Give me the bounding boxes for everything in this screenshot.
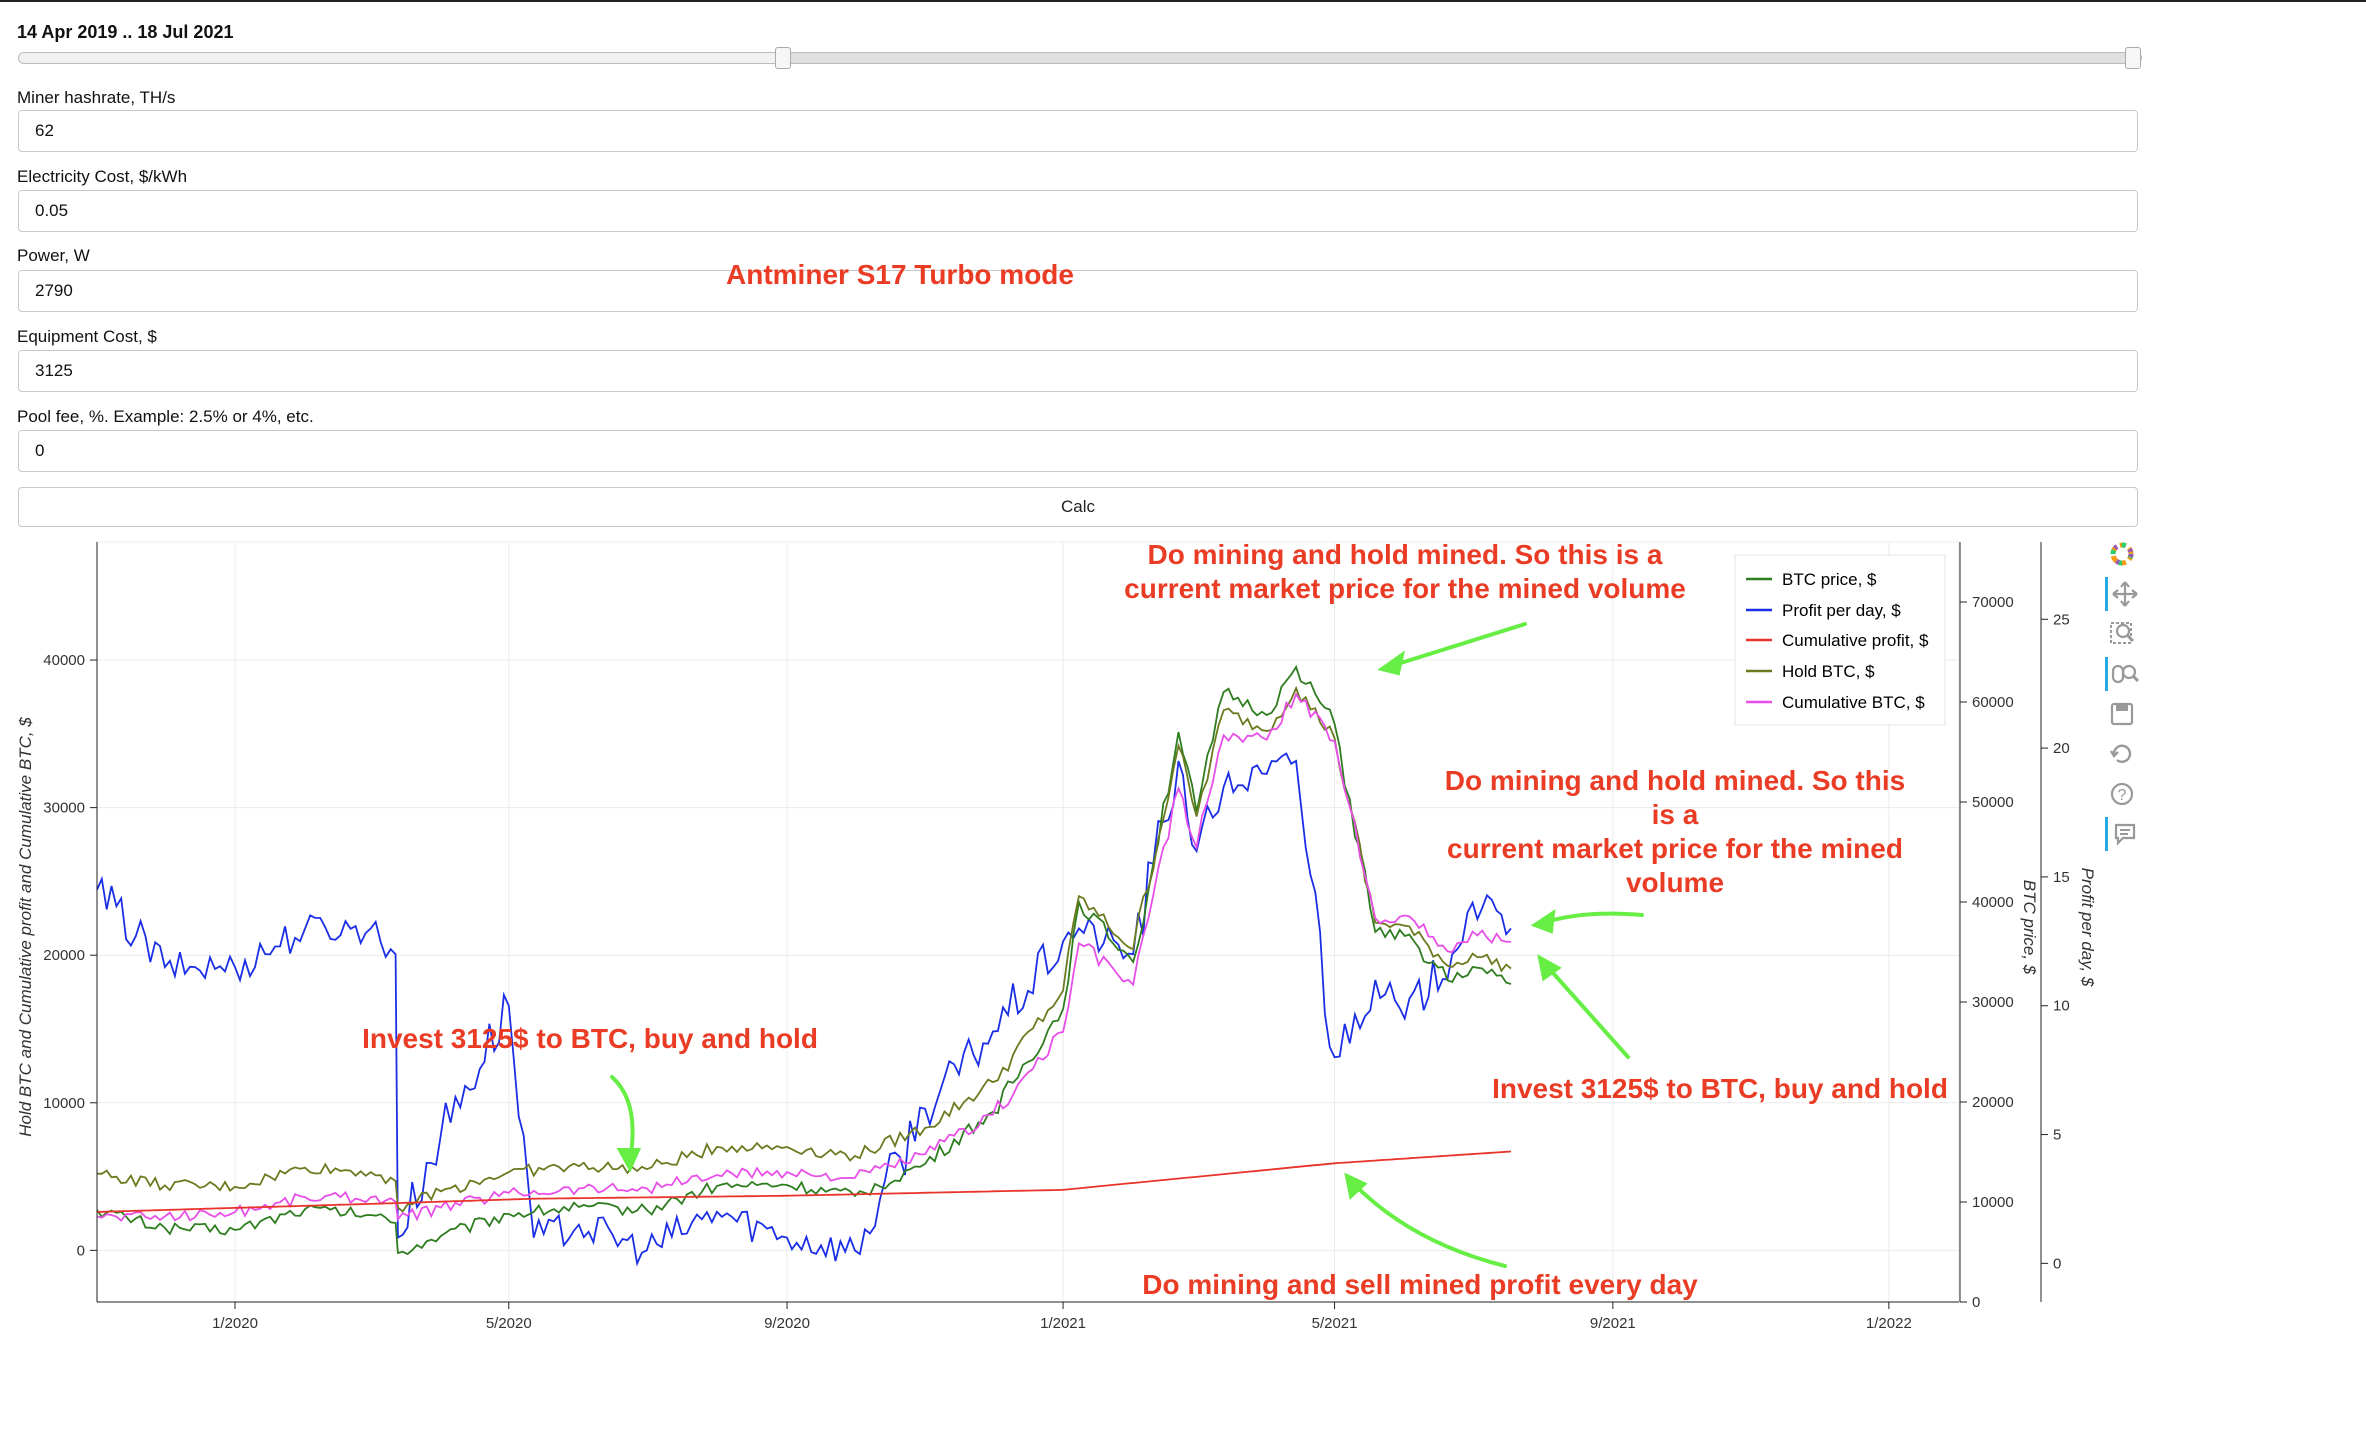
y-btc-tick-label: 20000 (1972, 1094, 2014, 1111)
chart-axes: 1/2020 5/2020 9/2020 1/2021 5/2021 9/2021 1/20… (43, 542, 2070, 1332)
svg-text:?: ? (2118, 787, 2127, 804)
arrow-top (1386, 622, 1527, 669)
arrow-right-lower (1543, 962, 1630, 1059)
y-profit-tick-label: 25 (2053, 611, 2070, 628)
pool-fee-input[interactable] (18, 430, 2138, 472)
chart-toolbar: ? (2105, 537, 2145, 851)
annotation-right-line1: Do mining and hold mined. So this (1444, 765, 1906, 796)
annotation-top-line1: Do mining and hold mined. So this is a (1147, 539, 1663, 570)
power-input[interactable] (18, 270, 2138, 312)
slider-selected-range (782, 52, 2134, 64)
help-icon[interactable]: ? (2105, 777, 2139, 811)
series-line-cumulative-profit (96, 1150, 1512, 1213)
slider-start-handle[interactable] (774, 47, 791, 69)
y-btc-tick-label: 0 (1972, 1294, 1980, 1311)
y-left-tick-label: 20000 (43, 947, 85, 964)
profit-chart[interactable]: 1/2020 5/2020 9/2020 1/2021 5/2021 9/2021 1/20… (0, 532, 2150, 1332)
arrow-right-upper-head (1530, 908, 1556, 934)
x-tick-label: 9/2020 (764, 1315, 810, 1332)
arrow-bottom (1350, 1180, 1507, 1268)
date-range-label: 14 Apr 2019 .. 18 Jul 2021 (17, 22, 234, 42)
slider-end-handle[interactable] (2125, 47, 2141, 69)
equipment-cost-label: Equipment Cost, $ (17, 327, 157, 346)
bokeh-logo-icon[interactable] (2105, 537, 2139, 571)
box-zoom-icon[interactable] (2105, 617, 2139, 651)
arrow-left (610, 1075, 635, 1162)
electricity-cost-label: Electricity Cost, $/kWh (17, 167, 188, 186)
annotation-right-line2: is a (1651, 799, 1699, 830)
x-tick-label: 1/2021 (1040, 1315, 1086, 1332)
x-tick-label: 1/2022 (1866, 1315, 1912, 1332)
x-tick-label: 1/2020 (212, 1315, 258, 1332)
y-btc-tick-label: 10000 (1972, 1194, 2014, 1211)
y-axis-title-left: Hold BTC and Cumulative profit and Cumul… (16, 717, 35, 1137)
y-btc-tick-label: 30000 (1972, 994, 2014, 1011)
series-line-profit-per-day (96, 752, 1512, 1267)
y-btc-tick-label: 60000 (1972, 694, 2014, 711)
equipment-cost-input[interactable] (18, 350, 2138, 392)
arrow-bottom-head (1344, 1172, 1368, 1200)
arrow-right-upper (1538, 911, 1644, 926)
y-left-tick-label: 30000 (43, 800, 85, 817)
y-profit-tick-label: 5 (2053, 1127, 2061, 1144)
annotation-arrows (610, 622, 1644, 1268)
chart-legend: BTC price, $ Profit per day, $ Cumulativ… (1734, 554, 1946, 726)
arrow-left-head (616, 1148, 642, 1173)
y-left-tick-label: 40000 (43, 652, 85, 669)
y-axis-title-btc-price: BTC price, $ (2020, 880, 2039, 975)
electricity-cost-input[interactable] (18, 190, 2138, 232)
y-left-tick-label: 10000 (43, 1095, 85, 1112)
legend-label-profit-per-day: Profit per day, $ (1782, 601, 1901, 620)
calc-button[interactable]: Calc (18, 487, 2138, 527)
y-btc-tick-label: 50000 (1972, 794, 2014, 811)
y-btc-tick-label: 40000 (1972, 894, 2014, 911)
y-axis-title-profit-per-day: Profit per day, $ (2078, 868, 2097, 987)
annotation-invest-left: Invest 3125$ to BTC, buy and hold (362, 1023, 818, 1054)
pool-fee-label: Pool fee, %. Example: 2.5% or 4%, etc. (17, 407, 314, 426)
hover-icon[interactable] (2105, 817, 2142, 851)
reset-icon[interactable] (2105, 737, 2139, 771)
chart-series (96, 664, 1512, 1267)
x-tick-label: 5/2021 (1312, 1315, 1358, 1332)
y-profit-tick-label: 0 (2053, 1255, 2061, 1272)
y-btc-tick-label: 70000 (1972, 594, 2014, 611)
series-line-hold-btc (96, 685, 1512, 1213)
annotation-top: Do mining and hold mined. So this is a c… (1100, 538, 1710, 606)
legend-label-cumulative-profit: Cumulative profit, $ (1782, 631, 1929, 650)
save-icon[interactable] (2105, 697, 2139, 731)
wheel-zoom-icon[interactable] (2105, 657, 2142, 691)
legend-label-hold-btc: Hold BTC, $ (1782, 662, 1875, 681)
legend-label-cumulative-btc: Cumulative BTC, $ (1782, 693, 1925, 712)
annotation-right-line3: current market price for the mined (1447, 833, 1903, 864)
arrow-top-head (1377, 650, 1406, 676)
series-line-btc-price (96, 664, 1512, 1256)
annotation-sell-profit: Do mining and sell mined profit every da… (1142, 1269, 1698, 1300)
series-line-cumulative-btc (96, 691, 1512, 1222)
y-profit-tick-label: 20 (2053, 740, 2070, 757)
arrow-right-lower-head (1537, 954, 1562, 982)
annotation-top-line2: current market price for the mined volum… (1124, 573, 1686, 604)
hashrate-label: Miner hashrate, TH/s (17, 88, 176, 107)
legend-label-btc-price: BTC price, $ (1782, 570, 1877, 589)
y-profit-tick-label: 10 (2053, 998, 2070, 1015)
annotation-invest-right: Invest 3125$ to BTC, buy and hold (1492, 1073, 1948, 1104)
x-tick-label: 5/2020 (486, 1315, 532, 1332)
pan-icon[interactable] (2105, 577, 2142, 611)
y-profit-tick-label: 15 (2053, 869, 2070, 886)
hashrate-input[interactable] (18, 110, 2138, 152)
y-left-tick-label: 0 (77, 1242, 85, 1259)
x-tick-label: 9/2021 (1590, 1315, 1636, 1332)
annotation-right: Do mining and hold mined. So this is a c… (1420, 764, 1930, 900)
chart-grid (97, 542, 1959, 1302)
power-label: Power, W (17, 246, 90, 265)
miner-model-note: Antminer S17 Turbo mode (726, 259, 1074, 290)
annotation-right-line4: volume (1625, 867, 1725, 898)
